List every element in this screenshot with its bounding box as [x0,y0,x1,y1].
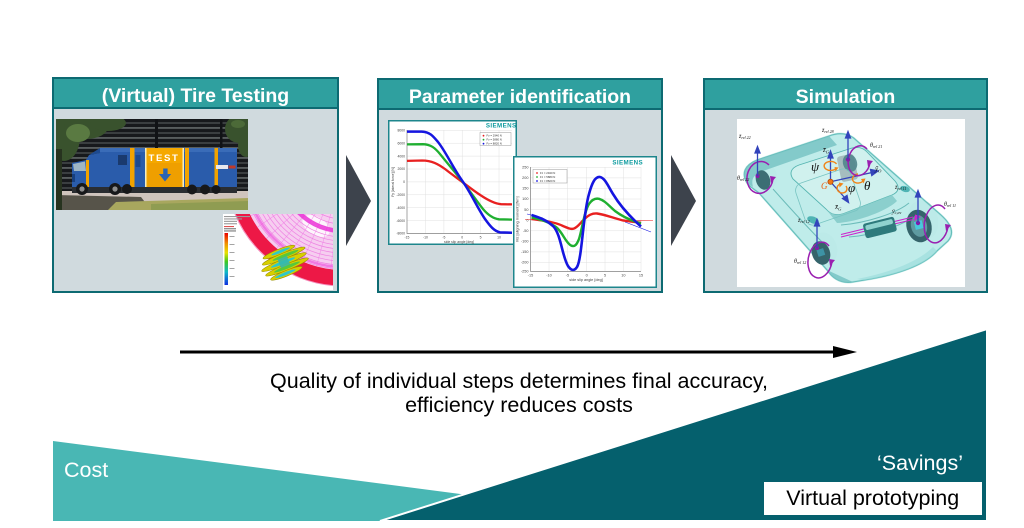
svg-text:-15: -15 [528,273,534,277]
svg-text:θ: θ [864,178,871,193]
svg-text:-8000: -8000 [396,232,405,236]
svg-text:θrel 22: θrel 22 [737,176,749,182]
svg-text:-4000: -4000 [396,206,405,210]
svg-text:0: 0 [526,218,528,222]
svg-text:4000: 4000 [397,154,405,158]
svg-text:-100: -100 [521,240,529,244]
svg-text:ȳO: ȳO [874,165,882,174]
svg-text:z̄rel 11: z̄rel 11 [894,185,906,191]
svg-text:-200: -200 [521,261,529,265]
svg-text:150: 150 [522,187,528,191]
svg-text:-5: -5 [442,236,445,240]
svg-text:6000: 6000 [397,141,405,145]
svg-text:θrel 21: θrel 21 [870,143,882,149]
svg-text:2000: 2000 [397,167,405,171]
svg-text:Fz = 2940 N: Fz = 2940 N [540,171,555,175]
svg-text:-250: -250 [521,270,529,274]
svg-text:side slip angle [deg]: side slip angle [deg] [569,278,603,282]
svg-text:Fy [lateral force] [N]: Fy [lateral force] [N] [391,167,395,197]
svg-text:Mz [aligning moment] [Nm]: Mz [aligning moment] [Nm] [516,196,520,241]
svg-text:Fz = 5880 N: Fz = 5880 N [487,138,502,142]
svg-text:10: 10 [621,273,625,277]
svg-text:-10: -10 [546,273,552,277]
svg-text:-2000: -2000 [396,193,405,197]
svg-text:200: 200 [522,176,528,180]
svg-text:15: 15 [639,273,643,277]
svg-text:0: 0 [403,180,405,184]
svg-text:ȳc,av: ȳc,av [891,208,901,216]
svg-text:-5: -5 [566,273,569,277]
svg-text:50: 50 [524,208,528,212]
svg-text:Fz = 8820 N: Fz = 8820 N [487,142,502,146]
svg-text:8000: 8000 [397,129,405,133]
svg-text:0: 0 [586,273,588,277]
svg-text:z̄rel 22: z̄rel 22 [738,134,751,140]
svg-text:Fz = 8820 N: Fz = 8820 N [540,179,555,183]
svg-text:-10: -10 [423,236,428,240]
svg-text:φ: φ [848,180,855,195]
svg-text:SIEMENS: SIEMENS [486,123,517,130]
svg-text:z̄rel 12: z̄rel 12 [797,218,810,224]
svg-text:-150: -150 [521,250,529,254]
svg-text:250: 250 [522,166,528,170]
svg-text:TEST: TEST [149,153,180,164]
svg-text:0: 0 [461,236,463,240]
svg-text:side slip angle [deg]: side slip angle [deg] [444,240,474,244]
svg-text:ψ: ψ [811,159,820,174]
svg-text:z̄rel 28: z̄rel 28 [821,128,834,134]
svg-text:5: 5 [480,236,482,240]
svg-text:-6000: -6000 [396,219,405,223]
svg-text:G: G [821,181,828,191]
svg-text:Fz = 5880 N: Fz = 5880 N [540,175,555,179]
svg-text:θrel 11: θrel 11 [944,202,956,208]
svg-text:z̄G: z̄G [822,146,830,155]
svg-text:10: 10 [497,236,501,240]
svg-text:Fz = 2940 N: Fz = 2940 N [487,134,502,138]
svg-text:100: 100 [522,197,528,201]
svg-text:x̄G: x̄G [834,203,842,212]
svg-text:θrel 12: θrel 12 [794,259,806,265]
svg-text:5: 5 [604,273,606,277]
svg-text:SIEMENS: SIEMENS [612,160,643,167]
svg-text:-15: -15 [405,236,410,240]
svg-text:-50: -50 [523,229,529,233]
